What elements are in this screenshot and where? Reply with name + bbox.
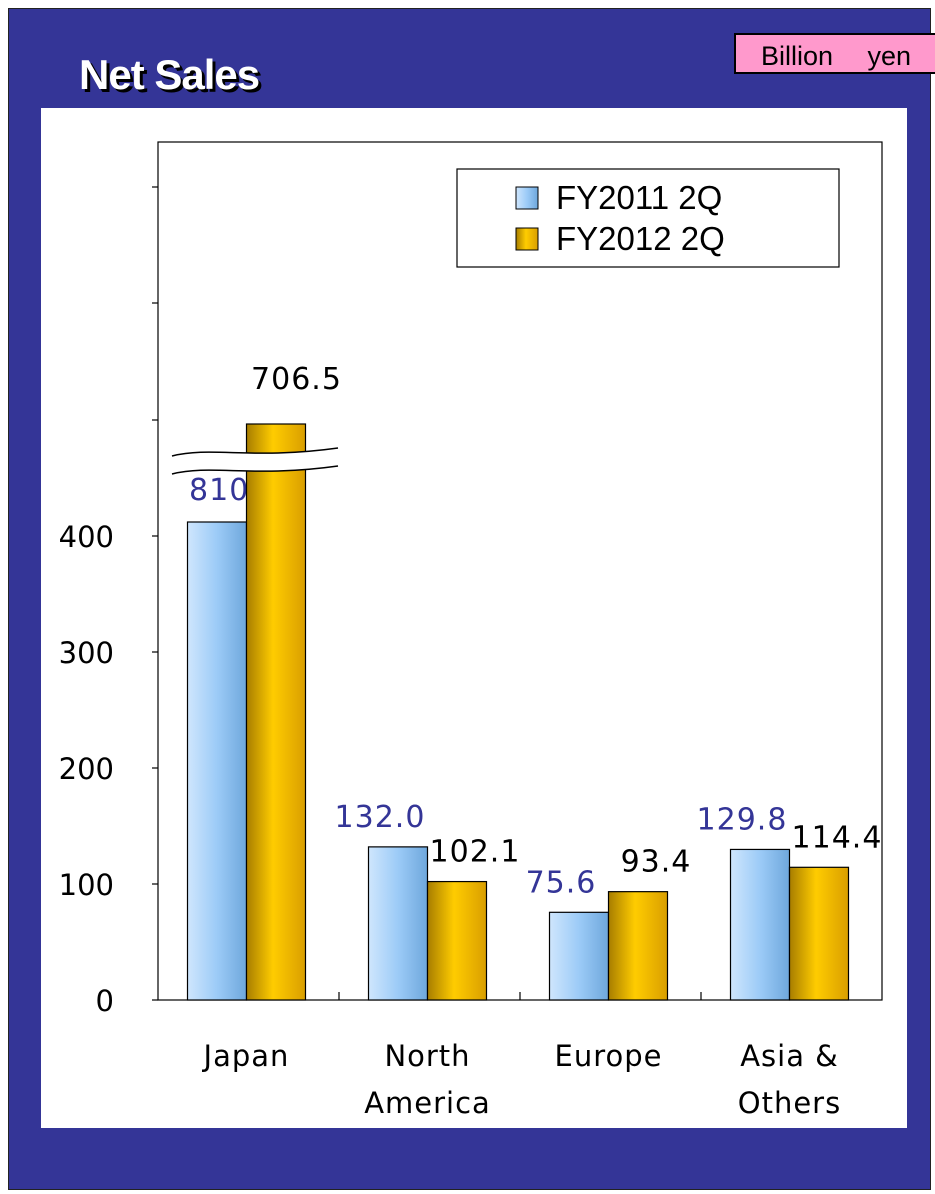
y-tick-label: 300 xyxy=(59,636,114,670)
chart-title: Net Sales xyxy=(79,51,260,98)
x-tick-label: North xyxy=(384,1039,470,1073)
legend-label: FY2012 2Q xyxy=(556,220,725,257)
data-label: 93.4 xyxy=(621,845,692,880)
axis-break-line xyxy=(171,447,339,457)
data-label: 706.5 xyxy=(251,362,342,397)
bar-2 xyxy=(788,866,850,1001)
x-tick-label: Others xyxy=(738,1086,841,1120)
y-tick-label: 0 xyxy=(96,984,114,1018)
x-tick-label: Japan xyxy=(202,1039,290,1073)
data-label: 114.4 xyxy=(792,820,883,855)
unit-badge: Billion yen xyxy=(734,33,935,74)
bar-2 xyxy=(426,880,488,1001)
axis-break-line xyxy=(171,465,339,475)
bar-2 xyxy=(607,891,669,1001)
x-tick-label: Europe xyxy=(555,1039,663,1073)
bar-1 xyxy=(548,911,610,1001)
legend-swatch xyxy=(515,227,539,251)
bar-1 xyxy=(367,846,429,1001)
legend xyxy=(456,168,840,268)
x-tick-label: Asia & xyxy=(740,1039,839,1073)
bar-2 xyxy=(245,423,307,1001)
data-label: 129.8 xyxy=(697,802,788,837)
y-tick-label: 200 xyxy=(59,752,114,786)
data-label: 132.0 xyxy=(335,800,426,835)
y-tick-label: 400 xyxy=(59,520,114,554)
legend-label: FY2011 2Q xyxy=(556,179,722,216)
bar-1 xyxy=(186,521,248,1001)
legend-swatch xyxy=(515,186,539,210)
bar-1 xyxy=(729,848,791,1001)
axis-break xyxy=(172,448,338,474)
data-label: 102.1 xyxy=(430,835,521,870)
x-tick-label: America xyxy=(364,1086,491,1120)
y-tick-label: 100 xyxy=(59,868,114,902)
data-label: 75.6 xyxy=(526,865,597,900)
